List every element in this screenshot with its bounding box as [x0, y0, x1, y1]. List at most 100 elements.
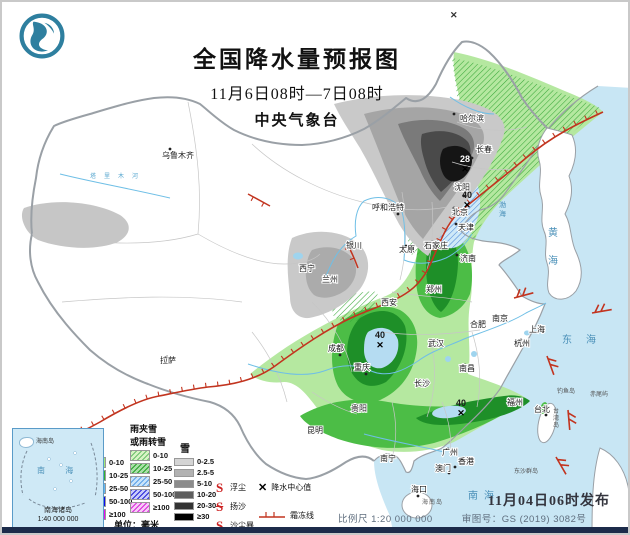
- sea-label: 岛: [553, 421, 559, 429]
- city-dot: [404, 244, 408, 248]
- legend-row: 2.5-5: [174, 468, 216, 477]
- legend-snow-column: 雪 0-2.5 2.5-5 5-10 10-20 20-30 ≥30: [174, 422, 216, 521]
- precip-center-chongqing: [364, 327, 399, 369]
- city-label: 武汉: [428, 338, 444, 348]
- frost-line-label: 霜冻线: [290, 511, 314, 520]
- precip-center-value: 40: [456, 398, 466, 408]
- city-label: 济南: [460, 253, 476, 263]
- precip-center-x-mark: ✕: [457, 408, 465, 418]
- wind-barb-icon: [555, 456, 570, 475]
- precip-center-x-mark: ✕: [463, 200, 471, 210]
- city-label: 杭州: [514, 338, 530, 348]
- city-dot: [453, 465, 457, 469]
- legend-row: 0-10: [130, 450, 176, 461]
- legend-value-label: 0-10: [109, 458, 125, 467]
- marker-legend-column: ✕ 降水中心值 霜冻线: [258, 480, 348, 533]
- sea-labels-layer: 黄海东 海南 海渤海台湾岛海南岛钓鱼岛赤尾屿东沙群岛塔里木河: [90, 172, 608, 506]
- dust-symbol-row: S 浮尘: [216, 478, 254, 497]
- city-label: 呼和浩特: [372, 202, 404, 212]
- rain-heavy-hebei-shandong: [426, 228, 458, 312]
- precip-center-label: 降水中心值: [271, 483, 312, 492]
- legend-swatch: [174, 468, 194, 477]
- city-label: 拉萨: [160, 355, 176, 365]
- sleet-hatch-northeast: [452, 58, 601, 240]
- frost-tick: [133, 398, 137, 404]
- city-dot: [364, 372, 368, 376]
- precip-center-x-mark: ✕: [376, 340, 384, 350]
- frost-tick: [204, 382, 207, 388]
- city-dot: [338, 353, 342, 357]
- precip-center-legend-row: ✕ 降水中心值: [258, 480, 348, 495]
- frost-tick: [457, 207, 462, 212]
- city-label: 南京: [492, 313, 508, 323]
- korea-peninsula: [537, 127, 582, 300]
- frost-tick: [584, 115, 588, 120]
- city-dot: [454, 222, 458, 226]
- city-label: 重庆: [354, 362, 370, 372]
- frost-tick: [504, 169, 508, 174]
- frost-tick: [320, 328, 325, 334]
- frost-tick: [414, 279, 419, 284]
- legend-swatch: [130, 450, 150, 461]
- city-dot: [385, 297, 389, 301]
- legend-row: 50-100: [130, 489, 176, 500]
- legend-value-label: 2.5-5: [197, 468, 215, 477]
- city-label: 太原: [399, 244, 415, 254]
- agency-name: 中央气象台: [254, 113, 340, 129]
- frost-line-fragment-yinchuan: [345, 241, 359, 269]
- city-label: 北京: [452, 207, 468, 217]
- frost-tick: [122, 403, 126, 409]
- map-scale: 比例尺 1:20 000 000: [338, 514, 433, 525]
- frost-line-ticks: [58, 110, 599, 440]
- inset-caption: 南海诸岛: [44, 507, 72, 514]
- city-label: 澳门: [435, 463, 451, 473]
- city-label: 合肥: [470, 319, 486, 329]
- frost-tick: [228, 379, 231, 385]
- frost-tick: [250, 373, 254, 379]
- frost-tick: [513, 161, 518, 167]
- frost-line-fragment-xinjiang: [247, 193, 271, 207]
- inset-scale: 1:40 000 000: [37, 516, 79, 523]
- dongting-lake: [445, 356, 451, 362]
- frost-tick: [466, 199, 471, 204]
- frost-line-sample-icon: [259, 511, 285, 518]
- city-dot: [168, 147, 172, 151]
- sea-label: 尾: [596, 391, 602, 398]
- city-dot: [455, 253, 459, 257]
- sea-label: 海: [586, 333, 596, 346]
- cma-logo-icon: [19, 13, 65, 59]
- frost-tick: [90, 421, 95, 426]
- frost-tick: [261, 202, 265, 207]
- map-title: 全国降水量预报图: [193, 47, 401, 72]
- legend-swatch: [174, 490, 194, 499]
- sea-label: 南: [468, 489, 478, 502]
- forecast-period: 11月6日08时—7日08时: [210, 86, 384, 103]
- city-dot: [396, 212, 400, 216]
- sea-label: 东: [514, 467, 520, 475]
- frost-tick: [552, 132, 556, 138]
- legend-value-label: 10-20: [197, 490, 217, 499]
- city-label: 香港: [458, 456, 474, 466]
- legend-row: 10-20: [174, 490, 216, 499]
- city-dot: [326, 274, 330, 278]
- legend-snow-title: 雪: [180, 444, 190, 455]
- inset-hainan-island: [19, 437, 34, 448]
- city-label: 南宁: [380, 453, 396, 463]
- frost-tick: [431, 249, 437, 252]
- city-label: 哈尔滨: [460, 113, 484, 123]
- sea-label: 岛: [436, 498, 442, 506]
- frost-tick: [349, 257, 355, 261]
- frost-tick: [192, 384, 195, 390]
- frost-tick: [300, 341, 304, 347]
- city-label: 银川: [346, 240, 362, 250]
- sea-label: 海: [484, 489, 494, 502]
- precip-center-x-icon: ✕: [258, 482, 268, 494]
- legend-value-label: ≥100: [109, 510, 126, 519]
- city-dot: [462, 194, 466, 198]
- city-dot: [512, 397, 516, 401]
- dust-symbol-row: S˛ 沙尘暴: [216, 516, 254, 533]
- legend-row: 20-30: [174, 501, 216, 510]
- frost-line-legend-row: 霜冻线: [258, 508, 348, 523]
- frost-tick: [181, 386, 183, 392]
- legend-swatch: [130, 489, 150, 500]
